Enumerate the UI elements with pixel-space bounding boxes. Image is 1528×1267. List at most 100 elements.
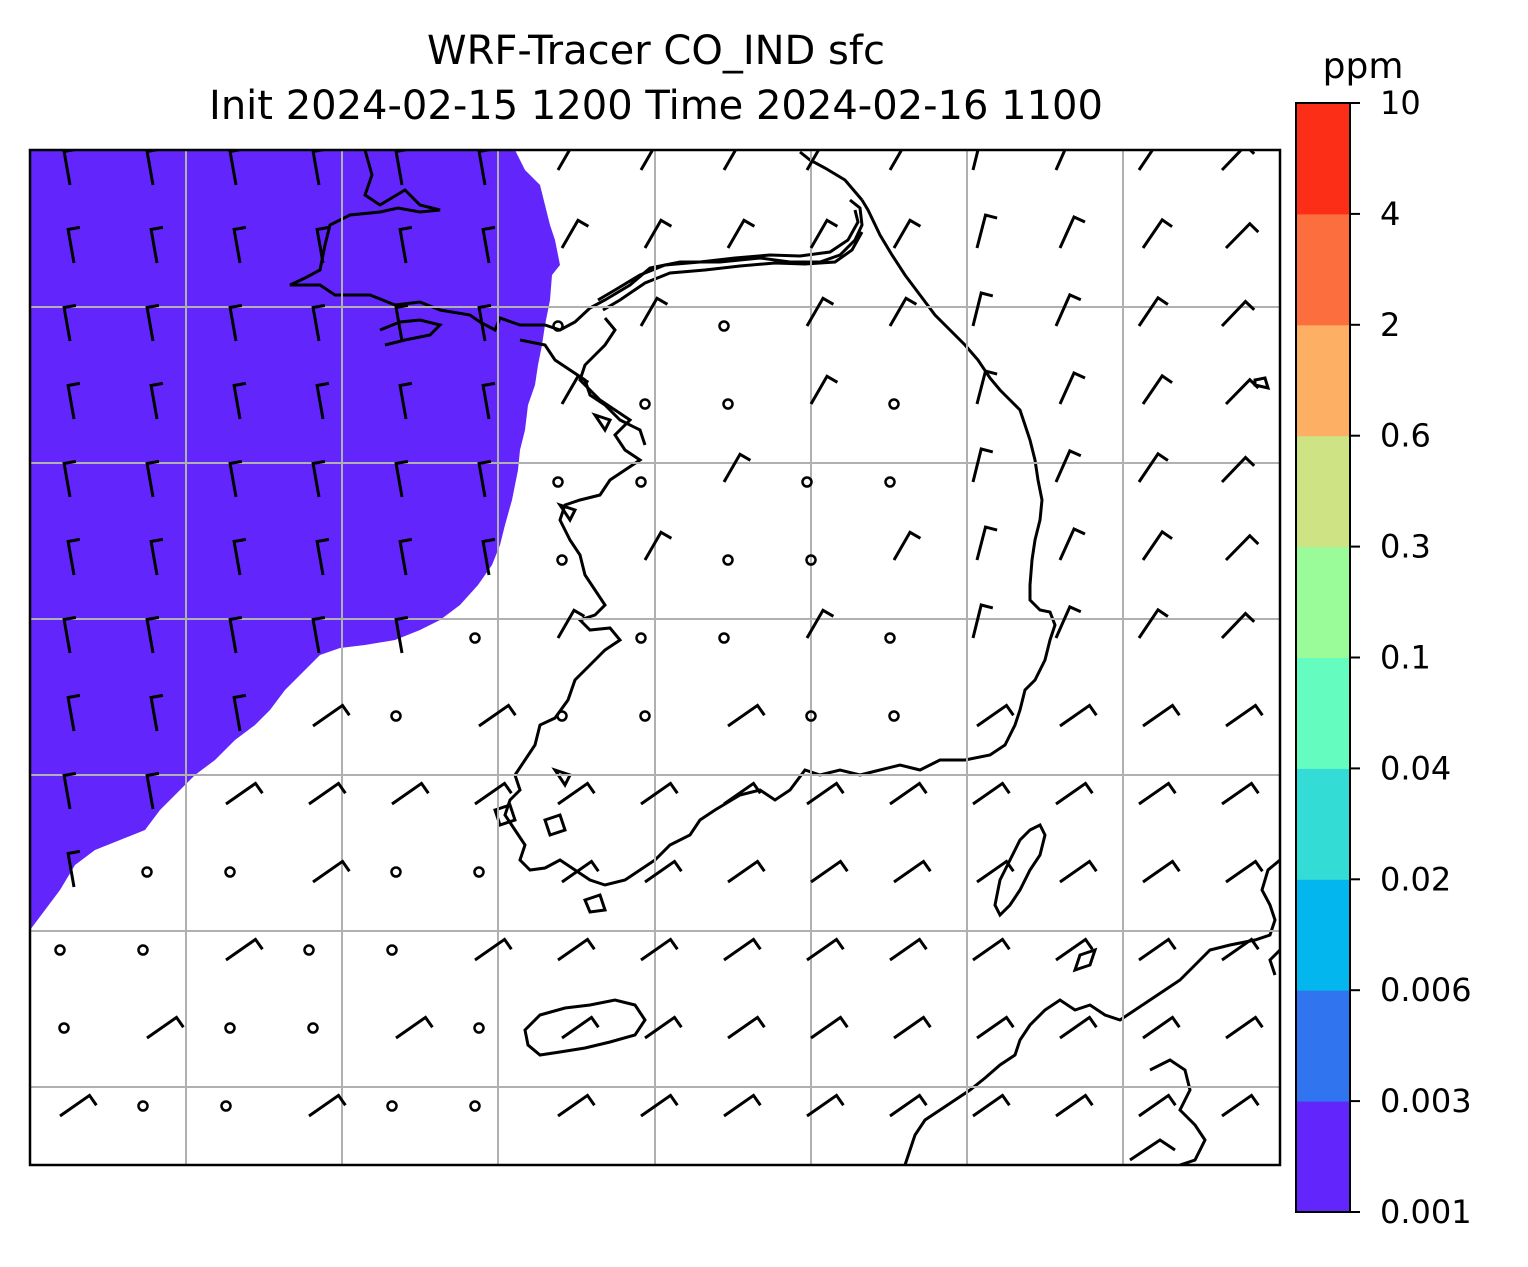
calm-circle <box>805 710 817 722</box>
wind-barb <box>1137 607 1169 639</box>
wind-barb <box>805 150 821 171</box>
wind-barb <box>889 1093 928 1118</box>
wind-barb <box>1224 377 1260 406</box>
wind-barb <box>971 291 994 327</box>
colorbar-band <box>1296 1101 1350 1213</box>
calm-circle <box>805 554 817 566</box>
wind-barb <box>727 703 766 728</box>
wind-barb <box>225 937 264 962</box>
calm-circle <box>137 1100 149 1112</box>
wind-barb <box>639 150 655 171</box>
wind-barb <box>315 537 330 576</box>
wind-barb <box>232 381 247 420</box>
wind-barb <box>394 303 409 342</box>
wind-barb <box>481 225 496 264</box>
wind-barb <box>806 1093 845 1118</box>
wind-barb <box>806 781 845 806</box>
wind-barb <box>1224 533 1260 562</box>
wind-barb <box>1059 703 1098 728</box>
wind-barb <box>1137 295 1169 327</box>
calm-circle <box>220 1100 232 1112</box>
wind-barb <box>1142 1015 1181 1040</box>
wind-barb <box>561 859 600 884</box>
wind-barb <box>723 937 762 962</box>
wind-barb <box>640 937 679 962</box>
colorbar-tick-label: 0.04 <box>1380 749 1451 787</box>
wind-barb <box>976 1015 1015 1040</box>
wind-barb <box>1220 455 1256 484</box>
wind-barb <box>308 781 347 806</box>
wind-barb <box>59 1093 98 1118</box>
wind-barb <box>1137 451 1169 483</box>
wind-barb <box>145 303 160 342</box>
wind-barb <box>1142 859 1181 884</box>
wind-barb <box>560 218 590 249</box>
wind-barb <box>394 459 409 498</box>
wind-barb <box>1059 859 1098 884</box>
wind-barb <box>228 303 243 342</box>
wind-barb <box>66 849 81 888</box>
colorbar-band <box>1296 213 1350 326</box>
wind-barb <box>557 1093 596 1118</box>
wind-barb <box>975 525 998 561</box>
wind-barb <box>1054 150 1067 171</box>
wind-barbs <box>54 150 1264 1118</box>
wind-barb <box>149 693 164 732</box>
colorbar-band <box>1296 103 1350 215</box>
wind-barb <box>1058 215 1086 249</box>
wind-barb <box>722 452 752 483</box>
wind-barb <box>391 781 430 806</box>
wind-barb <box>66 693 81 732</box>
wind-barb <box>315 381 330 420</box>
calm-circle <box>141 866 153 878</box>
wind-barb <box>149 537 164 576</box>
colorbar-tick-label: 4 <box>1380 195 1400 233</box>
wind-barb <box>976 859 1015 884</box>
wind-barb <box>889 937 928 962</box>
calm-circle <box>473 1022 485 1034</box>
calm-circle <box>722 398 734 410</box>
tracer-plume <box>30 150 560 930</box>
wind-barb <box>806 937 845 962</box>
calm-circle <box>635 476 647 488</box>
calm-circle <box>58 1022 70 1034</box>
wind-barb <box>394 615 409 654</box>
wind-barb <box>975 369 998 405</box>
map-title-line1: WRF-Tracer CO_IND sfc <box>427 28 885 74</box>
calm-circle <box>884 476 896 488</box>
wind-barb <box>971 150 980 171</box>
wind-barb <box>888 150 904 171</box>
calm-circle <box>390 866 402 878</box>
colorbar-tick-label: 0.02 <box>1380 860 1451 898</box>
wind-barb <box>474 781 513 806</box>
map-title-line2: Init 2024-02-15 1200 Time 2024-02-16 110… <box>209 83 1103 129</box>
wind-barb <box>398 537 413 576</box>
wind-barb <box>308 1093 347 1118</box>
wind-barb <box>556 608 586 639</box>
wind-barb <box>723 781 762 806</box>
wind-barb <box>893 859 932 884</box>
calm-circle <box>473 866 485 878</box>
colorbar-band <box>1296 768 1350 880</box>
wind-barb <box>149 381 164 420</box>
wind-barb <box>1141 529 1173 561</box>
wind-barb <box>228 615 243 654</box>
wind-barb <box>481 381 496 420</box>
wind-barb <box>643 530 673 561</box>
wind-barb <box>62 771 77 810</box>
calm-circle <box>639 710 651 722</box>
wind-barb <box>312 859 351 884</box>
wind-barb <box>726 218 756 249</box>
wind-barb <box>727 859 766 884</box>
wind-barb <box>805 296 835 327</box>
wind-barb <box>311 303 326 342</box>
wind-barb <box>557 937 596 962</box>
wind-barb <box>805 608 835 639</box>
wind-barb <box>232 225 247 264</box>
wind-barb <box>66 537 81 576</box>
map-frame <box>28 148 1282 1167</box>
wind-barb <box>727 1015 766 1040</box>
wind-barb <box>66 381 81 420</box>
calm-circle <box>390 710 402 722</box>
wind-barb <box>145 771 160 810</box>
